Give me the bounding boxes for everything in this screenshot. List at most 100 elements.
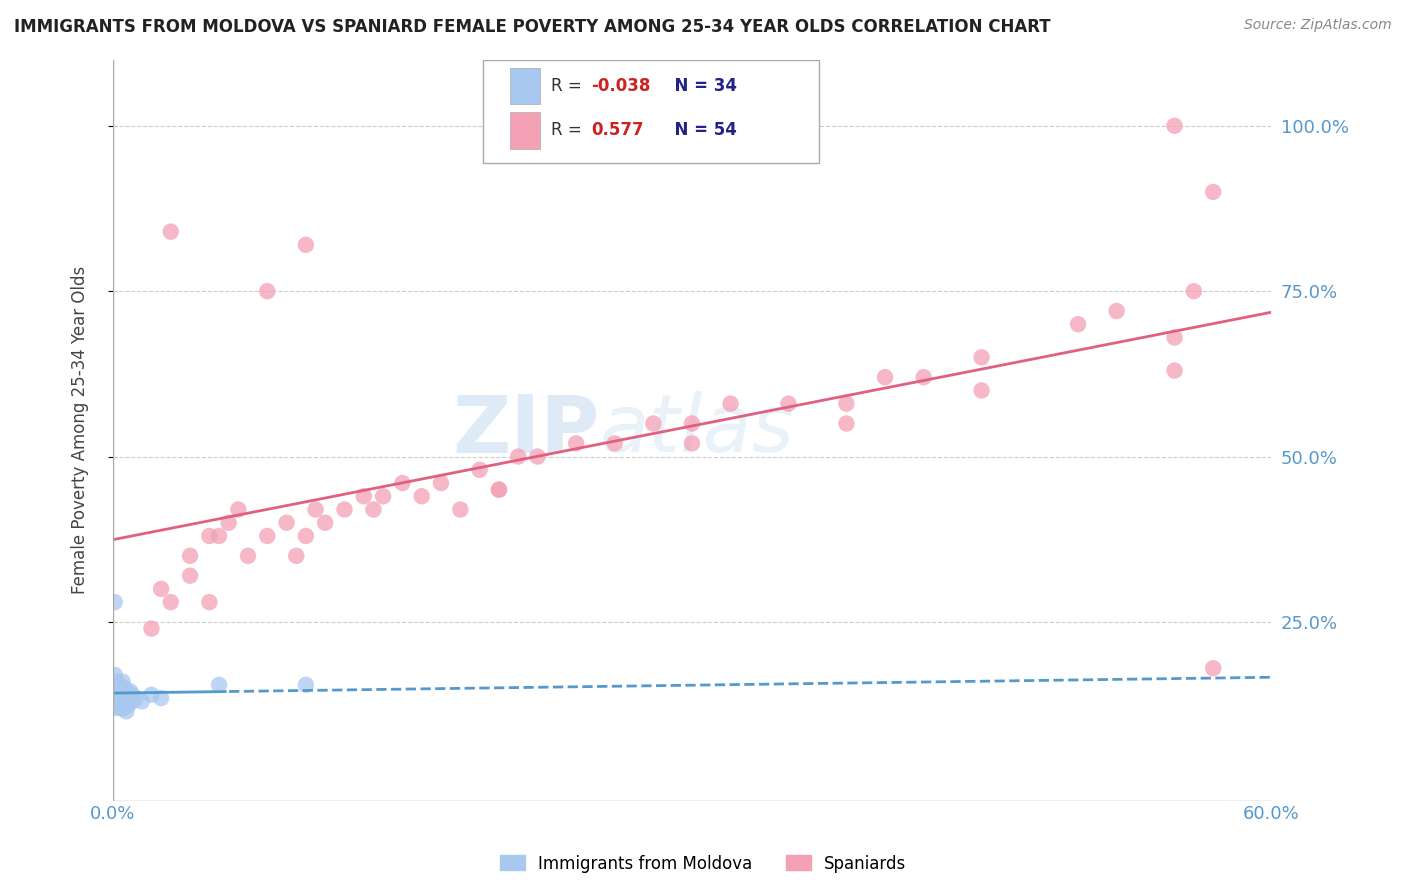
- Point: [778, 397, 800, 411]
- Text: R =: R =: [551, 121, 586, 139]
- Point: [391, 476, 413, 491]
- Point: [125, 691, 148, 706]
- Point: [117, 688, 139, 702]
- Point: [363, 502, 385, 516]
- Point: [643, 417, 665, 431]
- Point: [295, 529, 318, 543]
- Point: [603, 436, 626, 450]
- FancyBboxPatch shape: [484, 60, 820, 163]
- Point: [198, 529, 221, 543]
- Y-axis label: Female Poverty Among 25-34 Year Olds: Female Poverty Among 25-34 Year Olds: [72, 266, 89, 594]
- Point: [114, 681, 136, 695]
- Text: atlas: atlas: [599, 391, 794, 469]
- Point: [179, 549, 201, 563]
- Point: [105, 688, 128, 702]
- Point: [111, 691, 134, 706]
- Point: [1105, 304, 1128, 318]
- Point: [179, 568, 201, 582]
- Point: [1182, 284, 1205, 298]
- Point: [120, 694, 142, 708]
- Point: [114, 701, 136, 715]
- Point: [159, 225, 181, 239]
- Point: [236, 549, 259, 563]
- Point: [1067, 318, 1090, 332]
- Point: [488, 483, 510, 497]
- Point: [970, 351, 993, 365]
- Point: [295, 678, 318, 692]
- Point: [114, 691, 136, 706]
- Point: [835, 417, 858, 431]
- Point: [912, 370, 935, 384]
- Point: [208, 529, 231, 543]
- Point: [104, 595, 127, 609]
- Point: [110, 701, 132, 715]
- Point: [104, 681, 127, 695]
- Point: [110, 681, 132, 695]
- Point: [159, 595, 181, 609]
- Text: 0.577: 0.577: [591, 121, 644, 139]
- Point: [150, 691, 173, 706]
- Point: [1163, 363, 1185, 377]
- Text: Source: ZipAtlas.com: Source: ZipAtlas.com: [1244, 18, 1392, 32]
- Text: R =: R =: [551, 77, 586, 95]
- Text: N = 54: N = 54: [664, 121, 737, 139]
- Point: [1163, 330, 1185, 344]
- Point: [314, 516, 336, 530]
- Point: [449, 502, 471, 516]
- Point: [508, 450, 530, 464]
- Point: [526, 450, 548, 464]
- Point: [353, 489, 375, 503]
- Point: [107, 694, 129, 708]
- Point: [121, 694, 143, 708]
- Point: [121, 688, 143, 702]
- Point: [105, 701, 128, 715]
- Point: [141, 622, 163, 636]
- FancyBboxPatch shape: [510, 68, 540, 104]
- Legend: Immigrants from Moldova, Spaniards: Immigrants from Moldova, Spaniards: [494, 848, 912, 880]
- Point: [111, 674, 134, 689]
- Point: [970, 384, 993, 398]
- Point: [131, 694, 153, 708]
- Point: [107, 678, 129, 692]
- Point: [115, 684, 138, 698]
- Point: [110, 694, 132, 708]
- Point: [256, 529, 278, 543]
- Point: [488, 483, 510, 497]
- Point: [720, 397, 742, 411]
- Point: [411, 489, 433, 503]
- Point: [115, 704, 138, 718]
- Point: [873, 370, 896, 384]
- Point: [117, 698, 139, 712]
- Point: [150, 582, 173, 596]
- Point: [295, 238, 318, 252]
- Point: [208, 678, 231, 692]
- Point: [1202, 661, 1225, 675]
- Point: [111, 684, 134, 698]
- Point: [111, 701, 134, 715]
- Text: IMMIGRANTS FROM MOLDOVA VS SPANIARD FEMALE POVERTY AMONG 25-34 YEAR OLDS CORRELA: IMMIGRANTS FROM MOLDOVA VS SPANIARD FEMA…: [14, 18, 1050, 36]
- Point: [228, 502, 250, 516]
- Point: [218, 516, 240, 530]
- Point: [681, 436, 703, 450]
- Point: [565, 436, 588, 450]
- Point: [141, 688, 163, 702]
- Point: [105, 674, 128, 689]
- Point: [120, 684, 142, 698]
- Point: [333, 502, 356, 516]
- Text: -0.038: -0.038: [591, 77, 651, 95]
- Point: [468, 463, 491, 477]
- Point: [430, 476, 453, 491]
- Point: [256, 284, 278, 298]
- Text: N = 34: N = 34: [664, 77, 737, 95]
- Point: [285, 549, 308, 563]
- Point: [304, 502, 326, 516]
- Point: [198, 595, 221, 609]
- Point: [1163, 119, 1185, 133]
- Point: [107, 688, 129, 702]
- Point: [1202, 185, 1225, 199]
- Point: [835, 397, 858, 411]
- Point: [115, 694, 138, 708]
- Point: [371, 489, 394, 503]
- FancyBboxPatch shape: [510, 112, 540, 149]
- Text: ZIP: ZIP: [453, 391, 599, 469]
